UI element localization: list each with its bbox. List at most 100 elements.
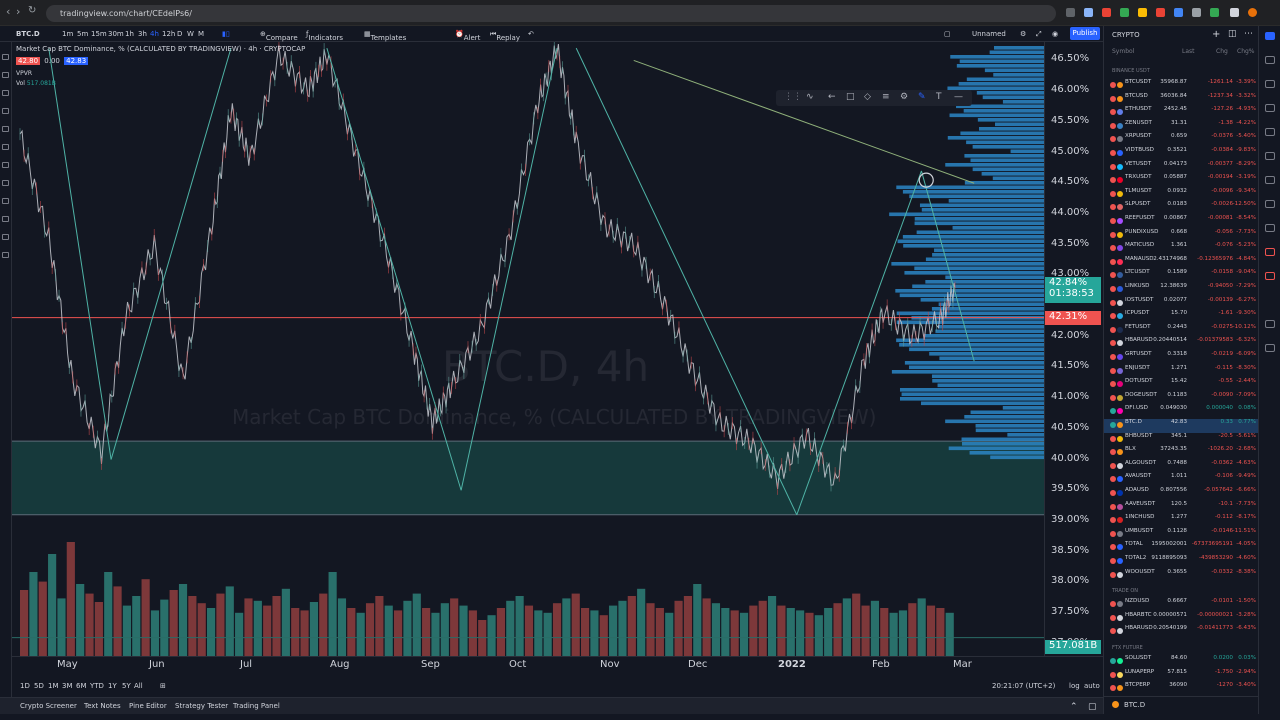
alert-button[interactable]: ⏰ Alert: [455, 30, 481, 42]
brush-icon[interactable]: [2, 126, 9, 132]
more-icon[interactable]: ⋯: [1244, 29, 1253, 39]
interval-3h[interactable]: 3h: [138, 30, 147, 38]
watchlist-row[interactable]: BTCPERP 36090 -1270 -3.40%: [1104, 682, 1259, 696]
ideas-icon[interactable]: [1265, 152, 1275, 160]
watchlist-row[interactable]: SLPUSDT 0.0183 -0.0026 -12.50%: [1104, 201, 1259, 215]
sell-price[interactable]: 42.80: [16, 57, 41, 65]
watchlist-row[interactable]: LUNAPERP 57.815 -1.750 -2.94%: [1104, 669, 1259, 683]
watchlist-row[interactable]: UMBUSDT 0.1128 -0.0146 -11.51%: [1104, 528, 1259, 542]
undo-icon[interactable]: ↶: [528, 30, 534, 38]
range-button[interactable]: YTD: [90, 682, 104, 690]
watchlist-title[interactable]: CRYPTO: [1112, 31, 1140, 39]
list-icon[interactable]: ≡: [882, 92, 890, 102]
watchlist-row[interactable]: DOTUSDT 15.42 -0.55 -2.44%: [1104, 378, 1259, 392]
broadcast-icon[interactable]: [1265, 248, 1275, 256]
watchlist-row[interactable]: BTCUSDT 35968.87 -1261.14 -3.39%: [1104, 79, 1259, 93]
chat-icon[interactable]: [1265, 176, 1275, 184]
range-button[interactable]: 1D: [20, 682, 30, 690]
url-bar[interactable]: tradingview.com/chart/CEdeIPs6/: [46, 5, 1056, 22]
diamond-icon[interactable]: ◇: [864, 92, 871, 102]
settings-gear-icon[interactable]: ⚙: [900, 92, 909, 102]
back-icon[interactable]: ‹: [6, 5, 11, 18]
hotlist-icon[interactable]: [1265, 104, 1275, 112]
watchlist-row[interactable]: SOLUSDT 84.60 0.0200 0.03%: [1104, 655, 1259, 669]
line-style-icon[interactable]: ∿: [806, 92, 814, 102]
trendline-icon[interactable]: [2, 72, 9, 78]
watchlist-row[interactable]: LINKUSD 12.38639 -0.94050 -7.29%: [1104, 283, 1259, 297]
watchlist-row[interactable]: TRXUSDT 0.05887 -0.00194 -3.19%: [1104, 174, 1259, 188]
watchlist-row[interactable]: TOTAL 1595002001 -67373695191 -4.05%: [1104, 541, 1259, 555]
tab-strategy-tester[interactable]: Strategy Tester: [175, 702, 229, 710]
range-button[interactable]: 5D: [34, 682, 44, 690]
price-scale[interactable]: 46.50% 46.00% 45.50% 45.00% 44.50% 44.00% 43.5…: [1044, 42, 1103, 656]
watchlist-row[interactable]: VIDTBUSD 0.3521 -0.0384 -9.83%: [1104, 147, 1259, 161]
tab-pine-editor[interactable]: Pine Editor: [129, 702, 167, 710]
collapse-icon[interactable]: ⌃: [1070, 702, 1078, 712]
fullscreen-icon[interactable]: ▢: [944, 30, 951, 38]
interval-5m[interactable]: 5m: [77, 30, 89, 38]
pencil-icon[interactable]: ✎: [918, 92, 926, 102]
log-toggle[interactable]: log: [1069, 682, 1080, 690]
watchlist-row[interactable]: BTC.D 42.83 0.33 0.77%: [1104, 419, 1259, 433]
camera-icon[interactable]: ◉: [1052, 30, 1059, 38]
extension-icon[interactable]: [1192, 8, 1201, 17]
extension-icon[interactable]: [1102, 8, 1111, 17]
watchlist-row[interactable]: TLMUSDT 0.0932 -0.0096 -9.34%: [1104, 188, 1259, 202]
watchlist-row[interactable]: XRPUSDT 0.659 -0.0376 -5.40%: [1104, 133, 1259, 147]
extension-icon[interactable]: [1138, 8, 1147, 17]
alerts-icon[interactable]: [1265, 56, 1275, 64]
range-button[interactable]: 6M: [76, 682, 87, 690]
text-icon[interactable]: T: [936, 92, 942, 102]
data-window-icon[interactable]: [1265, 80, 1275, 88]
maximize-icon[interactable]: ▢: [1088, 702, 1097, 712]
col-chg-pct[interactable]: Chg%: [1237, 48, 1255, 55]
pulse-icon[interactable]: [1265, 320, 1275, 328]
add-symbol-icon[interactable]: +: [1212, 29, 1221, 40]
replay-button[interactable]: ⏮ Replay: [490, 30, 520, 42]
pattern-icon[interactable]: [2, 108, 9, 114]
tab-crypto-screener[interactable]: Crypto Screener: [20, 702, 77, 710]
notifications-icon[interactable]: [1265, 224, 1275, 232]
col-chg[interactable]: Chg: [1216, 48, 1228, 55]
profile-avatar[interactable]: [1248, 8, 1257, 17]
forward-icon[interactable]: ›: [16, 5, 21, 18]
fullscreen-icon[interactable]: ⤢: [1036, 30, 1042, 38]
crosshair-icon[interactable]: [2, 54, 9, 60]
live-icon[interactable]: [1265, 272, 1275, 280]
price-chart-svg[interactable]: [12, 42, 1044, 656]
interval-4h[interactable]: 4h: [150, 30, 159, 38]
range-button[interactable]: 3M: [62, 682, 73, 690]
range-button[interactable]: 1Y: [108, 682, 117, 690]
indicators-button[interactable]: ƒ Indicators: [306, 30, 344, 42]
watchlist-row[interactable]: REEFUSDT 0.00867 -0.00081 -8.54%: [1104, 215, 1259, 229]
interval-d[interactable]: D: [177, 30, 183, 38]
magnet-icon[interactable]: [2, 198, 9, 204]
interval-15m[interactable]: 15m: [91, 30, 107, 38]
extension-icon[interactable]: [1210, 8, 1219, 17]
tab-text-notes[interactable]: Text Notes: [84, 702, 121, 710]
fib-icon[interactable]: [2, 90, 9, 96]
watchlist-row[interactable]: PUNDIXUSD 0.668 -0.056 -7.73%: [1104, 229, 1259, 243]
compare-button[interactable]: ⊕ Compare: [260, 30, 298, 42]
vpvr-legend[interactable]: VPVR: [16, 70, 32, 77]
auto-toggle[interactable]: auto: [1084, 682, 1100, 690]
trash-icon[interactable]: [2, 252, 9, 258]
interval-w[interactable]: W: [187, 30, 194, 38]
watchlist-row[interactable]: 1INCHUSD 1.277 -0.112 -8.17%: [1104, 514, 1259, 528]
watchlist-row[interactable]: TOTAL2 9118895093 -439853290 -4.60%: [1104, 555, 1259, 569]
eye-icon[interactable]: [2, 234, 9, 240]
symbol-details-bar[interactable]: BTC.D: [1104, 696, 1259, 714]
chart-pane[interactable]: BTC.D, 4h Market Cap BTC Dominance, % (C…: [12, 42, 1044, 656]
watchlist-row[interactable]: ICPUSDT 15.70 -1.61 -9.30%: [1104, 310, 1259, 324]
screener-icon[interactable]: [1265, 200, 1275, 208]
interval-30m[interactable]: 30m: [108, 30, 124, 38]
watchlist-settings-icon[interactable]: ◫: [1228, 29, 1237, 39]
zoom-icon[interactable]: [2, 180, 9, 186]
extension-icon[interactable]: [1174, 8, 1183, 17]
watchlist-row[interactable]: BTCUSD 36036.84 -1237.34 -3.32%: [1104, 93, 1259, 107]
interval-m[interactable]: M: [198, 30, 205, 38]
publish-button[interactable]: Publish: [1070, 27, 1100, 40]
extension-icon[interactable]: [1156, 8, 1165, 17]
watchlist-row[interactable]: WOOUSDT 0.3655 -0.0332 -8.38%: [1104, 569, 1259, 583]
watchlist-row[interactable]: ENJUSDT 1.271 -0.115 -8.30%: [1104, 365, 1259, 379]
